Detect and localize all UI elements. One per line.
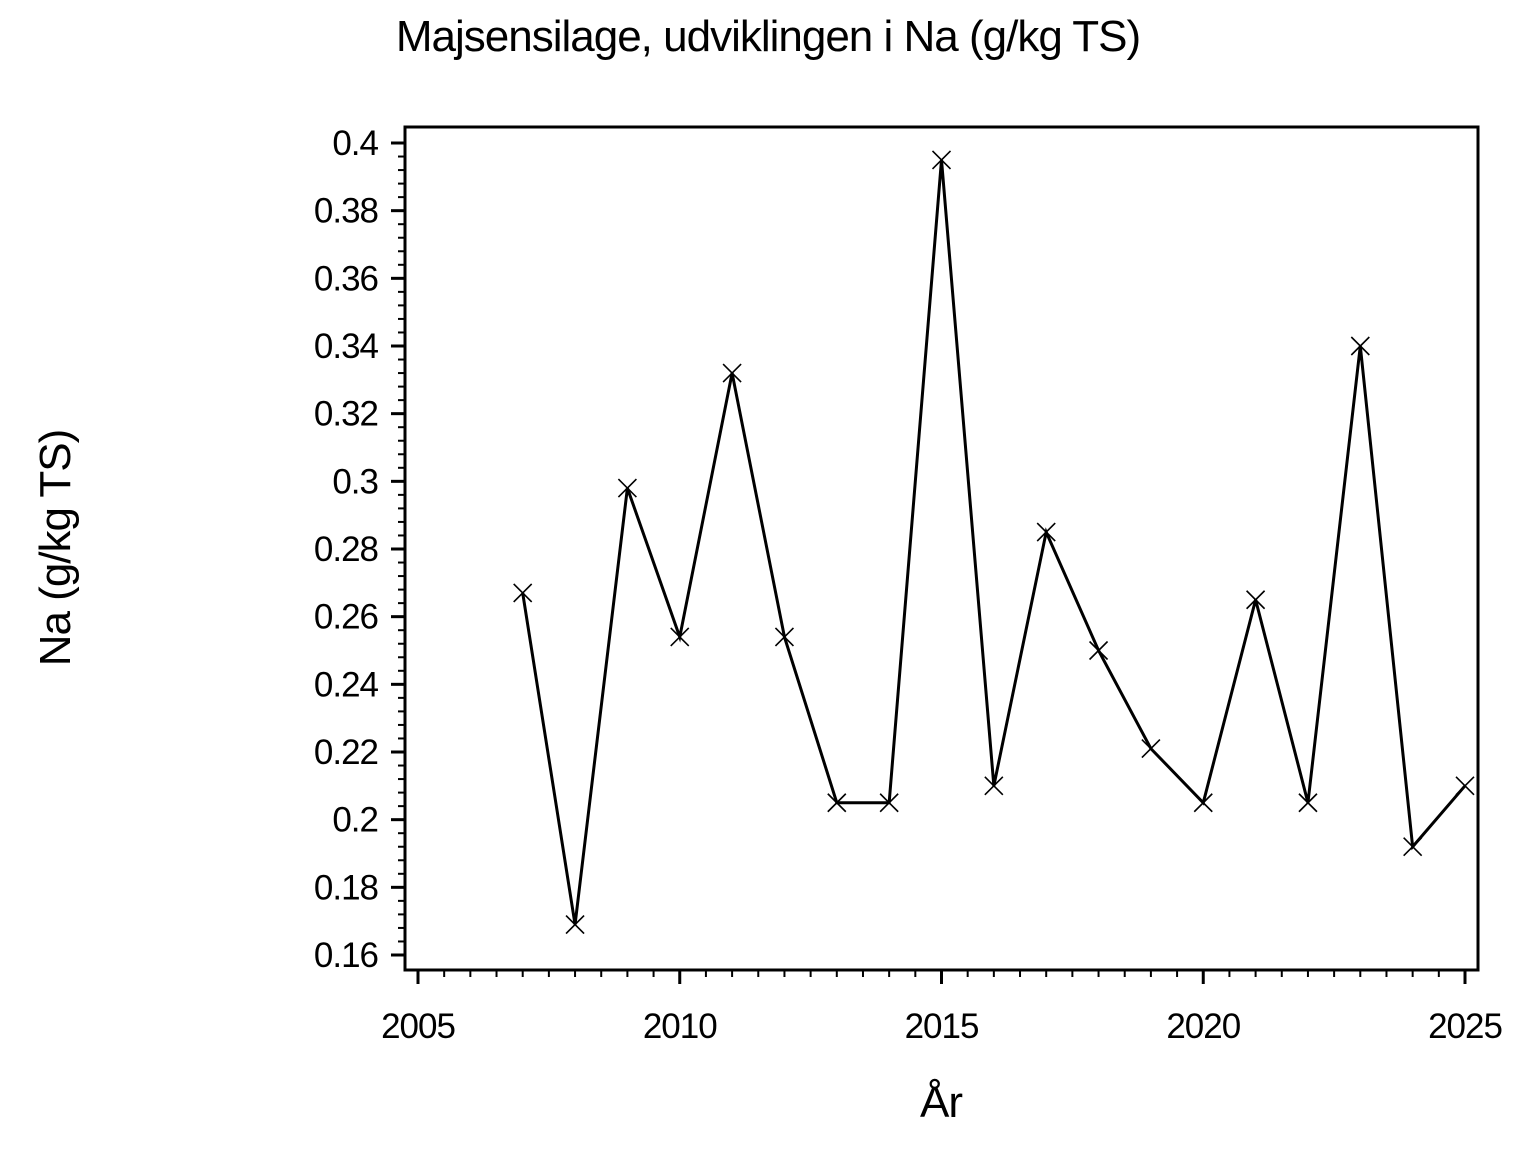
plot-frame — [403, 125, 1480, 972]
y-tick-label: 0.18 — [314, 868, 378, 907]
data-point-marker — [1455, 776, 1475, 796]
data-point-marker — [513, 583, 533, 603]
x-tick-label: 2005 — [381, 1007, 455, 1046]
data-point-marker — [617, 478, 637, 498]
y-tick-label: 0.38 — [314, 192, 378, 231]
y-tick-label: 0.34 — [314, 327, 379, 366]
data-point-marker — [1298, 793, 1318, 813]
data-point-marker — [670, 627, 690, 647]
data-point-marker — [1088, 640, 1109, 661]
y-tick-label: 0.28 — [314, 530, 378, 569]
data-point-marker — [931, 150, 952, 170]
y-tick-label: 0.32 — [314, 395, 378, 434]
y-tick-label: 0.36 — [314, 259, 378, 298]
data-point-marker — [1350, 336, 1370, 356]
x-tick-label: 2010 — [643, 1007, 717, 1046]
x-tick-label: 2025 — [1428, 1007, 1502, 1046]
data-point-marker — [722, 363, 742, 383]
data-point-marker — [1036, 522, 1056, 542]
y-tick-label: 0.3 — [332, 462, 378, 501]
data-point-marker — [1193, 793, 1213, 813]
data-point-marker — [1141, 739, 1161, 759]
data-point-marker — [774, 627, 795, 647]
x-tick-label: 2020 — [1166, 1007, 1240, 1046]
series-line — [521, 159, 1467, 925]
y-tick-label: 0.22 — [314, 733, 378, 772]
x-tick-label: 2015 — [905, 1007, 979, 1046]
y-tick-label: 0.26 — [314, 598, 378, 637]
data-point-marker — [1403, 837, 1423, 857]
y-tick-label: 0.2 — [332, 801, 378, 840]
y-tick-label: 0.4 — [332, 124, 378, 163]
data-point-marker — [565, 914, 585, 935]
data-point-marker — [1246, 590, 1266, 610]
chart-title: Majsensilage, udviklingen i Na (g/kg TS) — [395, 12, 1141, 61]
y-tick-label: 0.16 — [314, 936, 378, 975]
data-point-marker — [879, 793, 899, 813]
x-axis-label: År — [920, 1078, 963, 1127]
y-tick-label: 0.24 — [314, 665, 379, 704]
data-point-marker — [827, 793, 847, 813]
data-point-marker — [984, 776, 1004, 796]
